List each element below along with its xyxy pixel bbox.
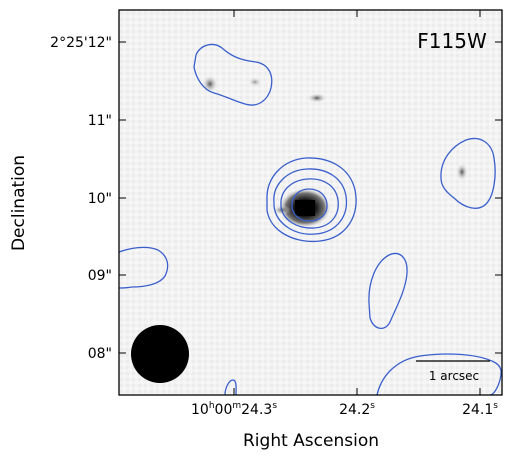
contour-core: [291, 188, 328, 222]
x-tick-label: 24.2s: [339, 401, 375, 418]
contour-top-left: [193, 43, 273, 106]
filter-label: F115W: [417, 29, 487, 53]
faint-source-left2: [248, 77, 262, 87]
faint-source-left: [202, 75, 218, 93]
contour-right: [440, 137, 496, 209]
contour-bottom-right: [368, 252, 408, 329]
y-tick-label: 2°25'12": [50, 35, 112, 51]
scale-bar-label: 1 arcsec: [429, 369, 479, 383]
contour-left-edge: [119, 246, 169, 289]
faint-source-right: [456, 163, 468, 181]
x-axis-title: Right Ascension: [243, 431, 379, 451]
image-panel: 1 arcsec F115W: [119, 10, 502, 395]
beam-ellipse: [131, 325, 189, 383]
contour-mid: [273, 168, 348, 235]
bright-source-core: [295, 200, 315, 216]
y-tick-labels: 2°25'12" 11" 10" 09" 08": [50, 35, 112, 362]
y-tick-label: 10": [88, 191, 112, 207]
x-tick-label-ra: 10h00m24.3s: [191, 401, 277, 418]
contour-bottom-small: [224, 379, 237, 395]
y-axis-title: Declination: [9, 155, 29, 251]
y-tick-label: 09": [88, 268, 112, 284]
contours: [119, 43, 502, 395]
contour-inner: [280, 178, 339, 229]
contour-bottom-right-edge: [376, 353, 502, 395]
x-axis-ticks: [233, 10, 481, 395]
plot-frame: [118, 9, 503, 396]
y-axis-ticks: [119, 41, 502, 354]
contour-outer: [266, 157, 357, 243]
x-tick-labels: 10h00m24.3s 24.2s 24.1s: [191, 401, 498, 418]
faint-source-top: [307, 93, 327, 103]
y-tick-label: 08": [88, 346, 112, 362]
x-tick-label: 24.1s: [462, 401, 498, 418]
y-tick-label: 11": [88, 113, 112, 129]
